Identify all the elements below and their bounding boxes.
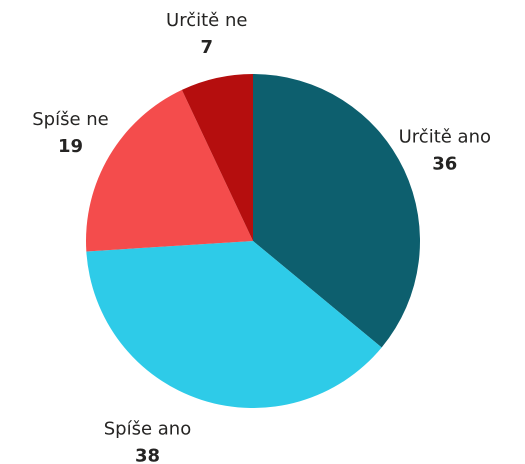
value-label: 19 (58, 136, 83, 157)
pie-slice (86, 89, 253, 252)
slice-label: Spíše ne (32, 109, 109, 130)
pie-slice (181, 74, 253, 241)
pie-slice (86, 241, 382, 408)
pie-slice (253, 74, 420, 348)
slice-label: Určitě ano (399, 127, 491, 148)
value-label: 7 (200, 37, 213, 58)
slice-label: Určitě ne (166, 10, 247, 31)
value-label: 36 (432, 154, 457, 175)
value-label: 38 (135, 446, 160, 464)
slice-label: Spíše ano (104, 419, 191, 440)
